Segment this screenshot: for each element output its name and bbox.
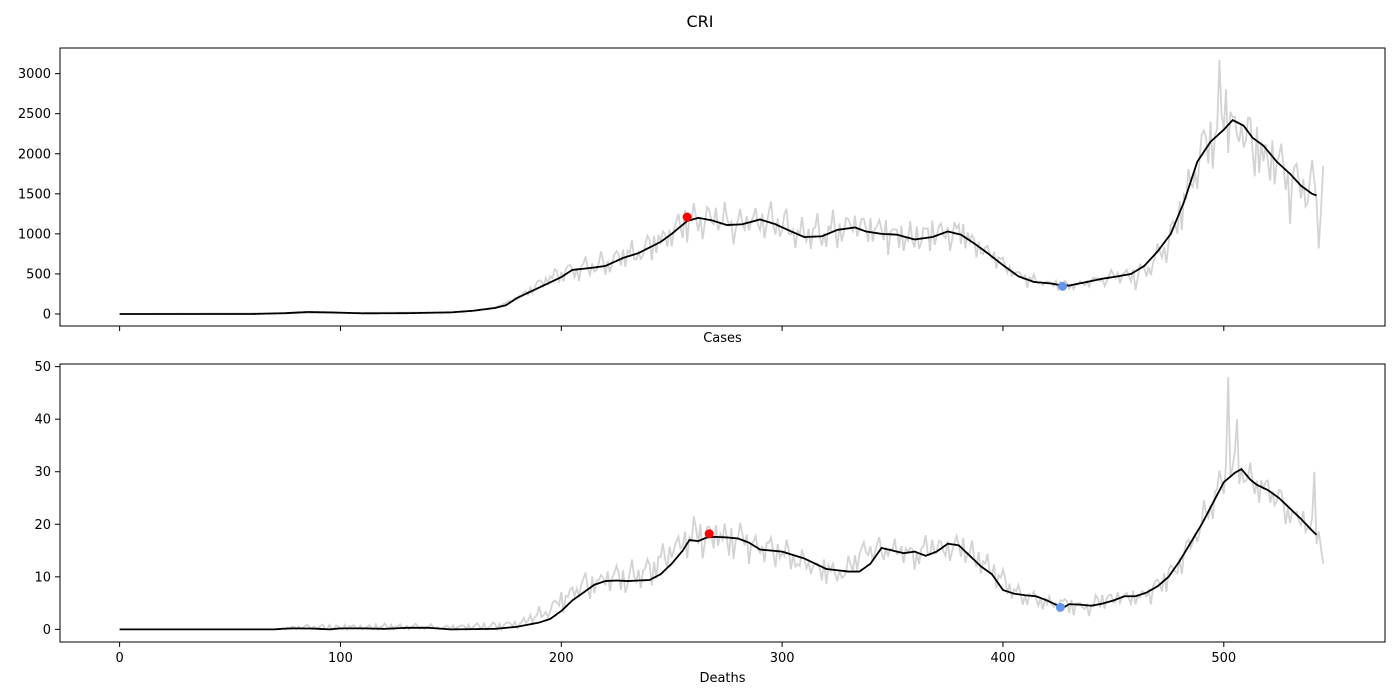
y-tick-label: 3000	[18, 67, 51, 82]
smoothed-average-line	[119, 118, 1317, 315]
x-tick-label: 100	[328, 651, 353, 666]
trough-marker	[1055, 602, 1065, 612]
axes-frame	[59, 47, 1386, 327]
y-tick-label: 0	[43, 307, 51, 322]
peak-marker	[682, 212, 692, 222]
x-tick-label: 300	[770, 651, 795, 666]
y-tick-label: 10	[34, 570, 51, 585]
y-tick-label: 40	[34, 413, 51, 428]
smoothed-average-line	[119, 467, 1318, 631]
y-tick-label: 1500	[18, 187, 51, 202]
plot-area	[119, 59, 1325, 315]
y-tick-label: 50	[34, 360, 51, 375]
y-tick-label: 0	[43, 623, 51, 638]
trough-marker	[1058, 281, 1068, 291]
axes-frame	[59, 363, 1386, 643]
x-tick-label: 400	[991, 651, 1016, 666]
plot-area	[119, 377, 1325, 632]
subplot-cases: 0 500 1000 1500 2000 2500 3000 Cases	[18, 47, 1386, 346]
x-tick-label: 200	[549, 651, 574, 666]
y-tick-label: 30	[34, 465, 51, 480]
subplot-deaths: 0 100 200 300 400 500 0 10 20 30 40 50 Deaths	[34, 360, 1386, 686]
raw-daily-line	[119, 377, 1325, 632]
y-tick-label: 1000	[18, 227, 51, 242]
raw-daily-line	[119, 59, 1325, 315]
x-axis-label: Cases	[703, 331, 742, 346]
y-tick-label: 2000	[18, 147, 51, 162]
y-tick-label: 500	[26, 267, 51, 282]
peak-marker	[704, 529, 714, 539]
y-tick-label: 20	[34, 518, 51, 533]
x-tick-label: 0	[115, 651, 123, 666]
x-axis-label: Deaths	[699, 671, 745, 686]
x-tick-label: 500	[1211, 651, 1236, 666]
y-tick-label: 2500	[18, 107, 51, 122]
figure-title: CRI	[686, 12, 713, 31]
